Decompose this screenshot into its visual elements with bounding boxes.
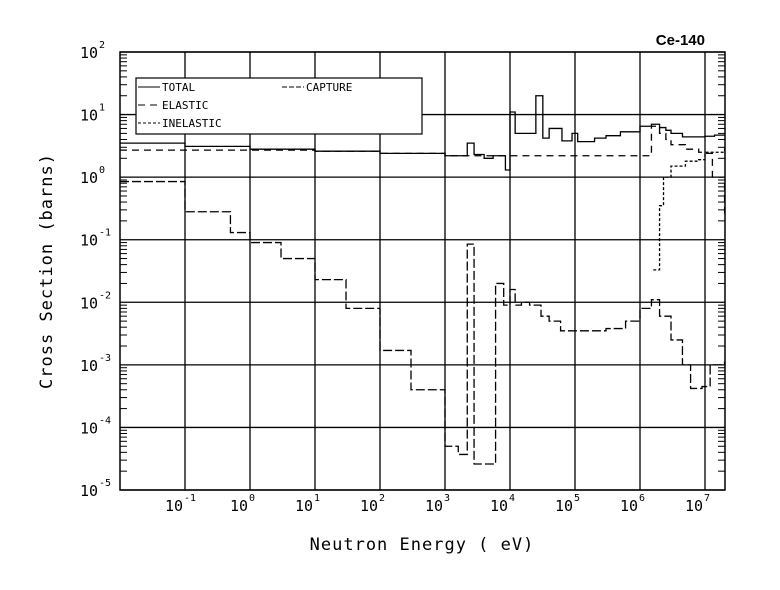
x-tick-exponent: 5 [574, 493, 580, 504]
series-line-elastic [120, 125, 726, 216]
x-tick-exponent: 2 [379, 493, 385, 504]
x-tick-exponent: 7 [704, 493, 710, 504]
x-tick-label: 10 [685, 497, 703, 515]
legend-label-capture: CAPTURE [306, 81, 352, 94]
y-tick-label: 10 [80, 107, 98, 125]
y-tick-exponent: -2 [99, 290, 111, 301]
y-tick-label: 10 [80, 294, 98, 312]
y-axis-title: Cross Section (barns) [37, 153, 57, 389]
x-tick-label: 10 [230, 497, 248, 515]
legend-label-total: TOTAL [162, 81, 195, 94]
y-tick-exponent: -4 [99, 415, 111, 426]
series-line-inelastic [653, 148, 726, 271]
legend-box [135, 77, 423, 135]
x-tick-exponent: 1 [314, 493, 320, 504]
x-tick-label: 10 [425, 497, 443, 515]
y-tick-label: 10 [80, 232, 98, 250]
y-tick-exponent: 1 [99, 103, 105, 114]
x-tick-label: 10 [360, 497, 378, 515]
legend: TOTAL ELASTIC INELASTIC CAPTURE [135, 77, 423, 135]
plot-frame [119, 51, 726, 491]
x-tick-label: 10 [555, 497, 573, 515]
y-tick-label: 10 [80, 419, 98, 437]
y-tick-exponent: -3 [99, 353, 111, 364]
series-lines [120, 95, 726, 465]
legend-label-elastic: ELASTIC [162, 99, 208, 112]
y-tick-label: 10 [80, 482, 98, 500]
x-tick-exponent: 4 [509, 493, 515, 504]
x-tick-exponent: 3 [444, 493, 450, 504]
y-tick-label: 10 [80, 169, 98, 187]
series-line-capture [120, 180, 726, 465]
y-tick-exponent: 2 [99, 40, 105, 51]
y-tick-exponent: -1 [99, 228, 111, 239]
x-tick-label: 10 [620, 497, 638, 515]
y-tick-exponent: -5 [99, 478, 111, 489]
chart-title: Ce-140 [656, 32, 705, 49]
x-tick-exponent: 6 [639, 493, 645, 504]
x-tick-labels: 10 -1 10 0 10 1 10 2 10 3 10 4 10 5 10 6 10 7 [165, 493, 710, 515]
x-tick-exponent: -1 [184, 493, 196, 504]
y-tick-label: 10 [80, 44, 98, 62]
x-tick-label: 10 [490, 497, 508, 515]
y-tick-exponent: 0 [99, 165, 105, 176]
x-tick-exponent: 0 [249, 493, 255, 504]
y-tick-label: 10 [80, 357, 98, 375]
x-axis-title: Neutron Energy ( eV) [310, 535, 535, 555]
legend-label-inelastic: INELASTIC [162, 117, 222, 130]
x-tick-label: 10 [165, 497, 183, 515]
x-tick-label: 10 [295, 497, 313, 515]
minor-ticks [120, 54, 725, 472]
